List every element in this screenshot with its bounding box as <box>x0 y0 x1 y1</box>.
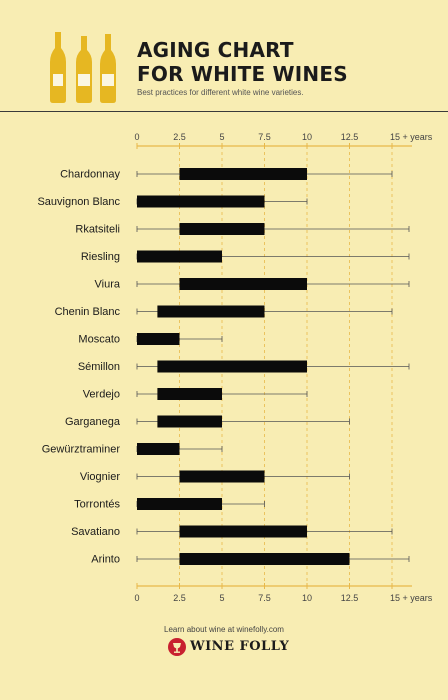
aging-window-bar <box>179 470 265 483</box>
variety-label: Viognier <box>80 471 120 483</box>
brand-name: WINE FOLLY <box>190 639 290 654</box>
bottom-axis-tick-label: 15 + years <box>390 593 433 603</box>
aging-window-bar <box>157 360 307 373</box>
bottom-axis-tick-label: 5 <box>219 593 224 603</box>
aging-window-bar <box>157 388 222 400</box>
bottom-axis-tick-label: 12.5 <box>341 593 359 603</box>
variety-label: Moscato <box>78 334 120 346</box>
wine-bottle-icon <box>50 32 66 103</box>
aging-window-bar <box>179 553 350 565</box>
wine-folly-logo-icon <box>168 638 186 656</box>
top-axis-tick-label: 0 <box>134 132 139 142</box>
variety-label: Chardonnay <box>60 169 120 181</box>
variety-label: Verdejo <box>83 389 120 401</box>
header-divider <box>0 111 448 112</box>
chart-title-line-2: FOR WHITE WINES <box>137 62 348 86</box>
variety-label: Torrontés <box>74 499 120 511</box>
bottom-axis-tick-label: 0 <box>134 593 139 603</box>
variety-label: Garganega <box>65 416 121 428</box>
variety-label: Chenin Blanc <box>55 306 121 318</box>
chart-header: AGING CHART FOR WHITE WINES Best practic… <box>0 0 448 112</box>
top-axis-tick-label: 2.5 <box>173 132 186 142</box>
aging-window-bar <box>137 333 180 345</box>
bottom-axis-tick-label: 7.5 <box>258 593 271 603</box>
wine-bottle-icons <box>50 32 116 103</box>
aging-window-bar <box>137 250 222 263</box>
top-axis-tick-label: 15 + years <box>390 132 433 142</box>
aging-window-bar <box>179 278 307 290</box>
aging-window-bar <box>157 415 222 428</box>
top-axis-tick-label: 5 <box>219 132 224 142</box>
aging-window-bar <box>157 305 265 318</box>
chart-title-line-1: AGING CHART <box>137 38 294 62</box>
variety-label: Arinto <box>91 554 120 566</box>
wine-bottle-icon <box>76 36 92 103</box>
aging-window-bar <box>137 443 180 455</box>
top-axis-tick-label: 7.5 <box>258 132 271 142</box>
aging-window-bar <box>179 168 307 180</box>
aging-window-bar <box>137 498 222 510</box>
aging-window-bar <box>179 223 265 235</box>
wine-bottle-icon <box>100 34 116 103</box>
aging-window-bar <box>179 525 307 538</box>
learn-more-text: Learn about wine at winefolly.com <box>164 625 284 634</box>
variety-label: Viura <box>95 279 121 291</box>
bottom-axis-tick-label: 2.5 <box>173 593 186 603</box>
top-axis-tick-label: 12.5 <box>341 132 359 142</box>
variety-label: Gewürztraminer <box>42 444 121 456</box>
chart-subtitle: Best practices for different white wine … <box>137 88 304 97</box>
variety-label: Sauvignon Blanc <box>37 196 120 208</box>
aging-chart: 0 2.5 5 7.5 10 12.5 15 + years 0 2.5 5 7.5 10 12.5 15… <box>37 132 433 603</box>
variety-label: Savatiano <box>71 526 120 538</box>
bottom-axis-tick-label: 10 <box>302 593 312 603</box>
top-axis-tick-label: 10 <box>302 132 312 142</box>
variety-label: Sémillon <box>78 361 120 373</box>
aging-window-bar <box>137 195 265 208</box>
variety-label: Riesling <box>81 251 120 263</box>
variety-label: Rkatsiteli <box>75 224 120 236</box>
